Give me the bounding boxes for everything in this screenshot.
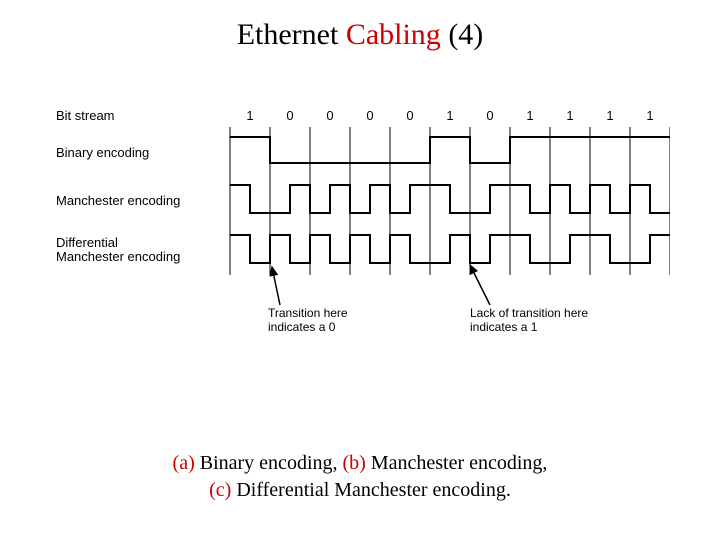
- svg-text:0: 0: [486, 108, 493, 123]
- svg-text:1: 1: [526, 108, 533, 123]
- svg-text:Binary encoding: Binary encoding: [56, 145, 149, 160]
- caption-a: (a): [173, 452, 195, 474]
- svg-text:Differential: Differential: [56, 235, 118, 250]
- svg-text:1: 1: [446, 108, 453, 123]
- svg-text:1: 1: [246, 108, 253, 123]
- svg-text:0: 0: [366, 108, 373, 123]
- svg-text:1: 1: [646, 108, 653, 123]
- svg-text:indicates a 0: indicates a 0: [268, 320, 336, 334]
- slide-title: Ethernet Cabling (4): [0, 0, 720, 52]
- title-part2: (4): [441, 18, 483, 51]
- caption-btext: Manchester encoding,: [366, 452, 548, 474]
- title-red: Cabling: [346, 18, 441, 51]
- svg-text:Lack of transition here: Lack of transition here: [470, 306, 588, 320]
- slide-caption: (a) Binary encoding, (b) Manchester enco…: [0, 450, 720, 504]
- svg-text:Manchester encoding: Manchester encoding: [56, 249, 180, 264]
- caption-atext: Binary encoding,: [195, 452, 343, 474]
- caption-ctext: Differential Manchester encoding.: [231, 479, 511, 501]
- svg-text:0: 0: [286, 108, 293, 123]
- svg-text:Transition here: Transition here: [268, 306, 348, 320]
- svg-text:indicates a 1: indicates a 1: [470, 320, 538, 334]
- svg-text:Manchester encoding: Manchester encoding: [56, 193, 180, 208]
- svg-text:0: 0: [406, 108, 413, 123]
- svg-text:0: 0: [326, 108, 333, 123]
- title-part1: Ethernet: [237, 18, 346, 51]
- caption-b: (b): [343, 452, 366, 474]
- svg-text:1: 1: [606, 108, 613, 123]
- svg-text:Bit stream: Bit stream: [56, 108, 115, 123]
- encoding-diagram: Bit stream Binary encoding Manchester enco…: [50, 95, 670, 355]
- svg-text:1: 1: [566, 108, 573, 123]
- caption-c: (c): [209, 479, 231, 501]
